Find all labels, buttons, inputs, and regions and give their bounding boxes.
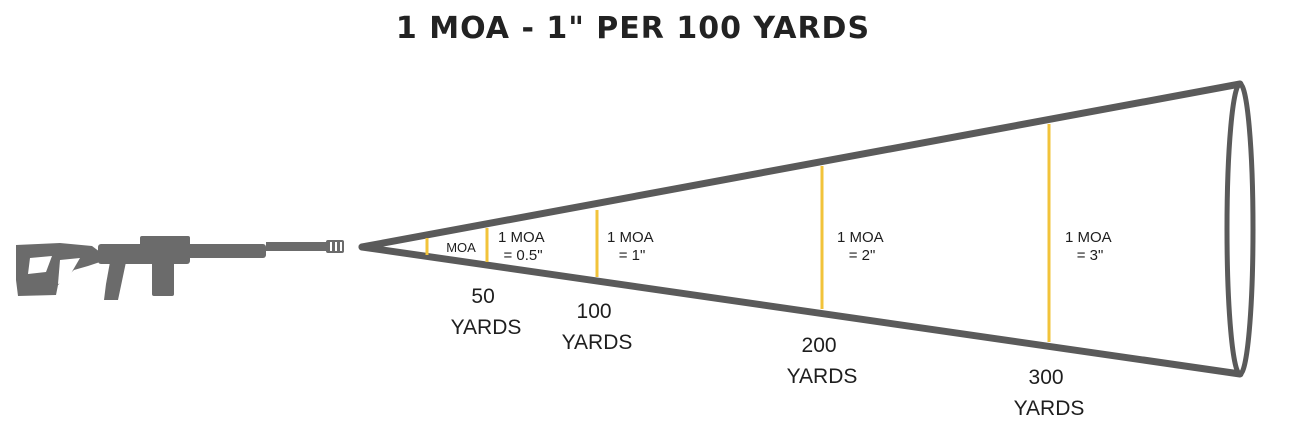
- moa-labels: MOA 1 MOA = 0.5" 1 MOA = 1" 1 MOA = 2" 1…: [446, 229, 1115, 264]
- page-title: 1 MOA - 1" PER 100 YARDS: [396, 11, 870, 46]
- moa-label-200-yards: 1 MOA = 2": [837, 229, 887, 264]
- distance-label-200-yards: 200 YARDS: [787, 334, 858, 388]
- distance-label-50-yards: 50 YARDS: [451, 285, 522, 339]
- moa-label-100-yards: 1 MOA = 1": [607, 229, 657, 264]
- distance-markers: [425, 124, 1051, 342]
- distance-label-300-yards: 300 YARDS: [1014, 366, 1085, 420]
- cone-bottom-edge: [358, 243, 1244, 378]
- distance-labels: 50 YARDS 100 YARDS 200 YARDS 300 YARDS: [451, 285, 1085, 420]
- distance-label-100-yards: 100 YARDS: [562, 300, 633, 354]
- rifle-icon: [16, 236, 344, 300]
- moa-label-50-yards: 1 MOA = 0.5": [498, 229, 548, 264]
- moa-label-300-yards: 1 MOA = 3": [1065, 229, 1115, 264]
- moa-cone: [358, 80, 1256, 378]
- cone-mouth: [1224, 81, 1256, 377]
- cone-top-edge: [358, 80, 1244, 251]
- moa-label-origin: MOA: [446, 240, 476, 255]
